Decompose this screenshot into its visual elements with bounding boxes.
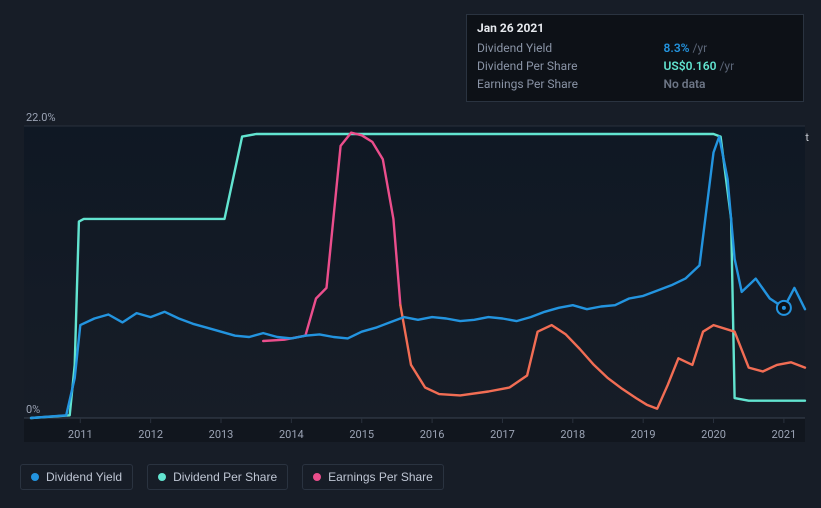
- tooltip-row-value: US$0.160/yr: [644, 57, 793, 75]
- dividend-chart: Jan 26 2021 Dividend Yield8.3%/yrDividen…: [0, 0, 821, 508]
- legend-dot-icon: [158, 473, 166, 481]
- y-tick-label: 0%: [26, 403, 40, 416]
- x-tick-label: 2020: [701, 428, 726, 441]
- chart-legend: Dividend Yield Dividend Per Share Earnings…: [20, 464, 444, 490]
- x-tick-label: 2014: [279, 428, 304, 441]
- x-tick-label: 2013: [209, 428, 234, 441]
- x-tick-label: 2018: [560, 428, 585, 441]
- tooltip-table: Dividend Yield8.3%/yrDividend Per ShareU…: [477, 39, 793, 93]
- chart-tooltip: Jan 26 2021 Dividend Yield8.3%/yrDividen…: [466, 14, 804, 102]
- legend-item[interactable]: Earnings Per Share: [302, 464, 444, 490]
- tooltip-row-value: 8.3%/yr: [644, 39, 793, 57]
- tooltip-row-value: No data: [644, 75, 793, 93]
- x-tick-label: 2011: [68, 428, 93, 441]
- x-tick-label: 2019: [631, 428, 656, 441]
- tooltip-date: Jan 26 2021: [477, 21, 793, 35]
- tooltip-row-label: Earnings Per Share: [477, 75, 644, 93]
- legend-dot-icon: [31, 473, 39, 481]
- x-tick-label: 2012: [138, 428, 163, 441]
- legend-label: Dividend Per Share: [173, 470, 277, 484]
- x-tick-label: 2017: [490, 428, 515, 441]
- legend-item[interactable]: Dividend Yield: [20, 464, 133, 490]
- legend-label: Dividend Yield: [46, 470, 122, 484]
- tooltip-row-label: Dividend Per Share: [477, 57, 644, 75]
- legend-item[interactable]: Dividend Per Share: [147, 464, 288, 490]
- x-tick-label: 2015: [349, 428, 374, 441]
- legend-label: Earnings Per Share: [328, 470, 433, 484]
- y-tick-label: 22.0%: [26, 111, 56, 124]
- tooltip-row-label: Dividend Yield: [477, 39, 644, 57]
- x-tick-label: 2021: [772, 428, 797, 441]
- legend-dot-icon: [313, 473, 321, 481]
- x-tick-label: 2016: [420, 428, 445, 441]
